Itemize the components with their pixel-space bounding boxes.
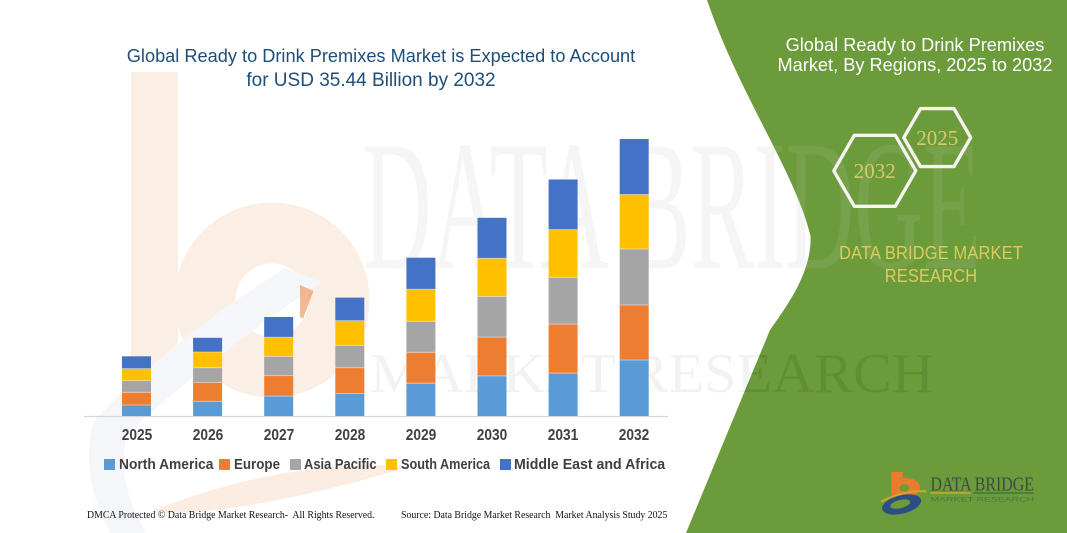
svg-text:2025: 2025 xyxy=(916,126,958,150)
svg-text:DATA BRIDGE: DATA BRIDGE xyxy=(931,474,1035,496)
svg-text:MARKET RESEARCH: MARKET RESEARCH xyxy=(370,343,934,405)
svg-text:MARKET RESEARCH: MARKET RESEARCH xyxy=(931,497,1035,504)
svg-text:2032: 2032 xyxy=(854,159,896,183)
